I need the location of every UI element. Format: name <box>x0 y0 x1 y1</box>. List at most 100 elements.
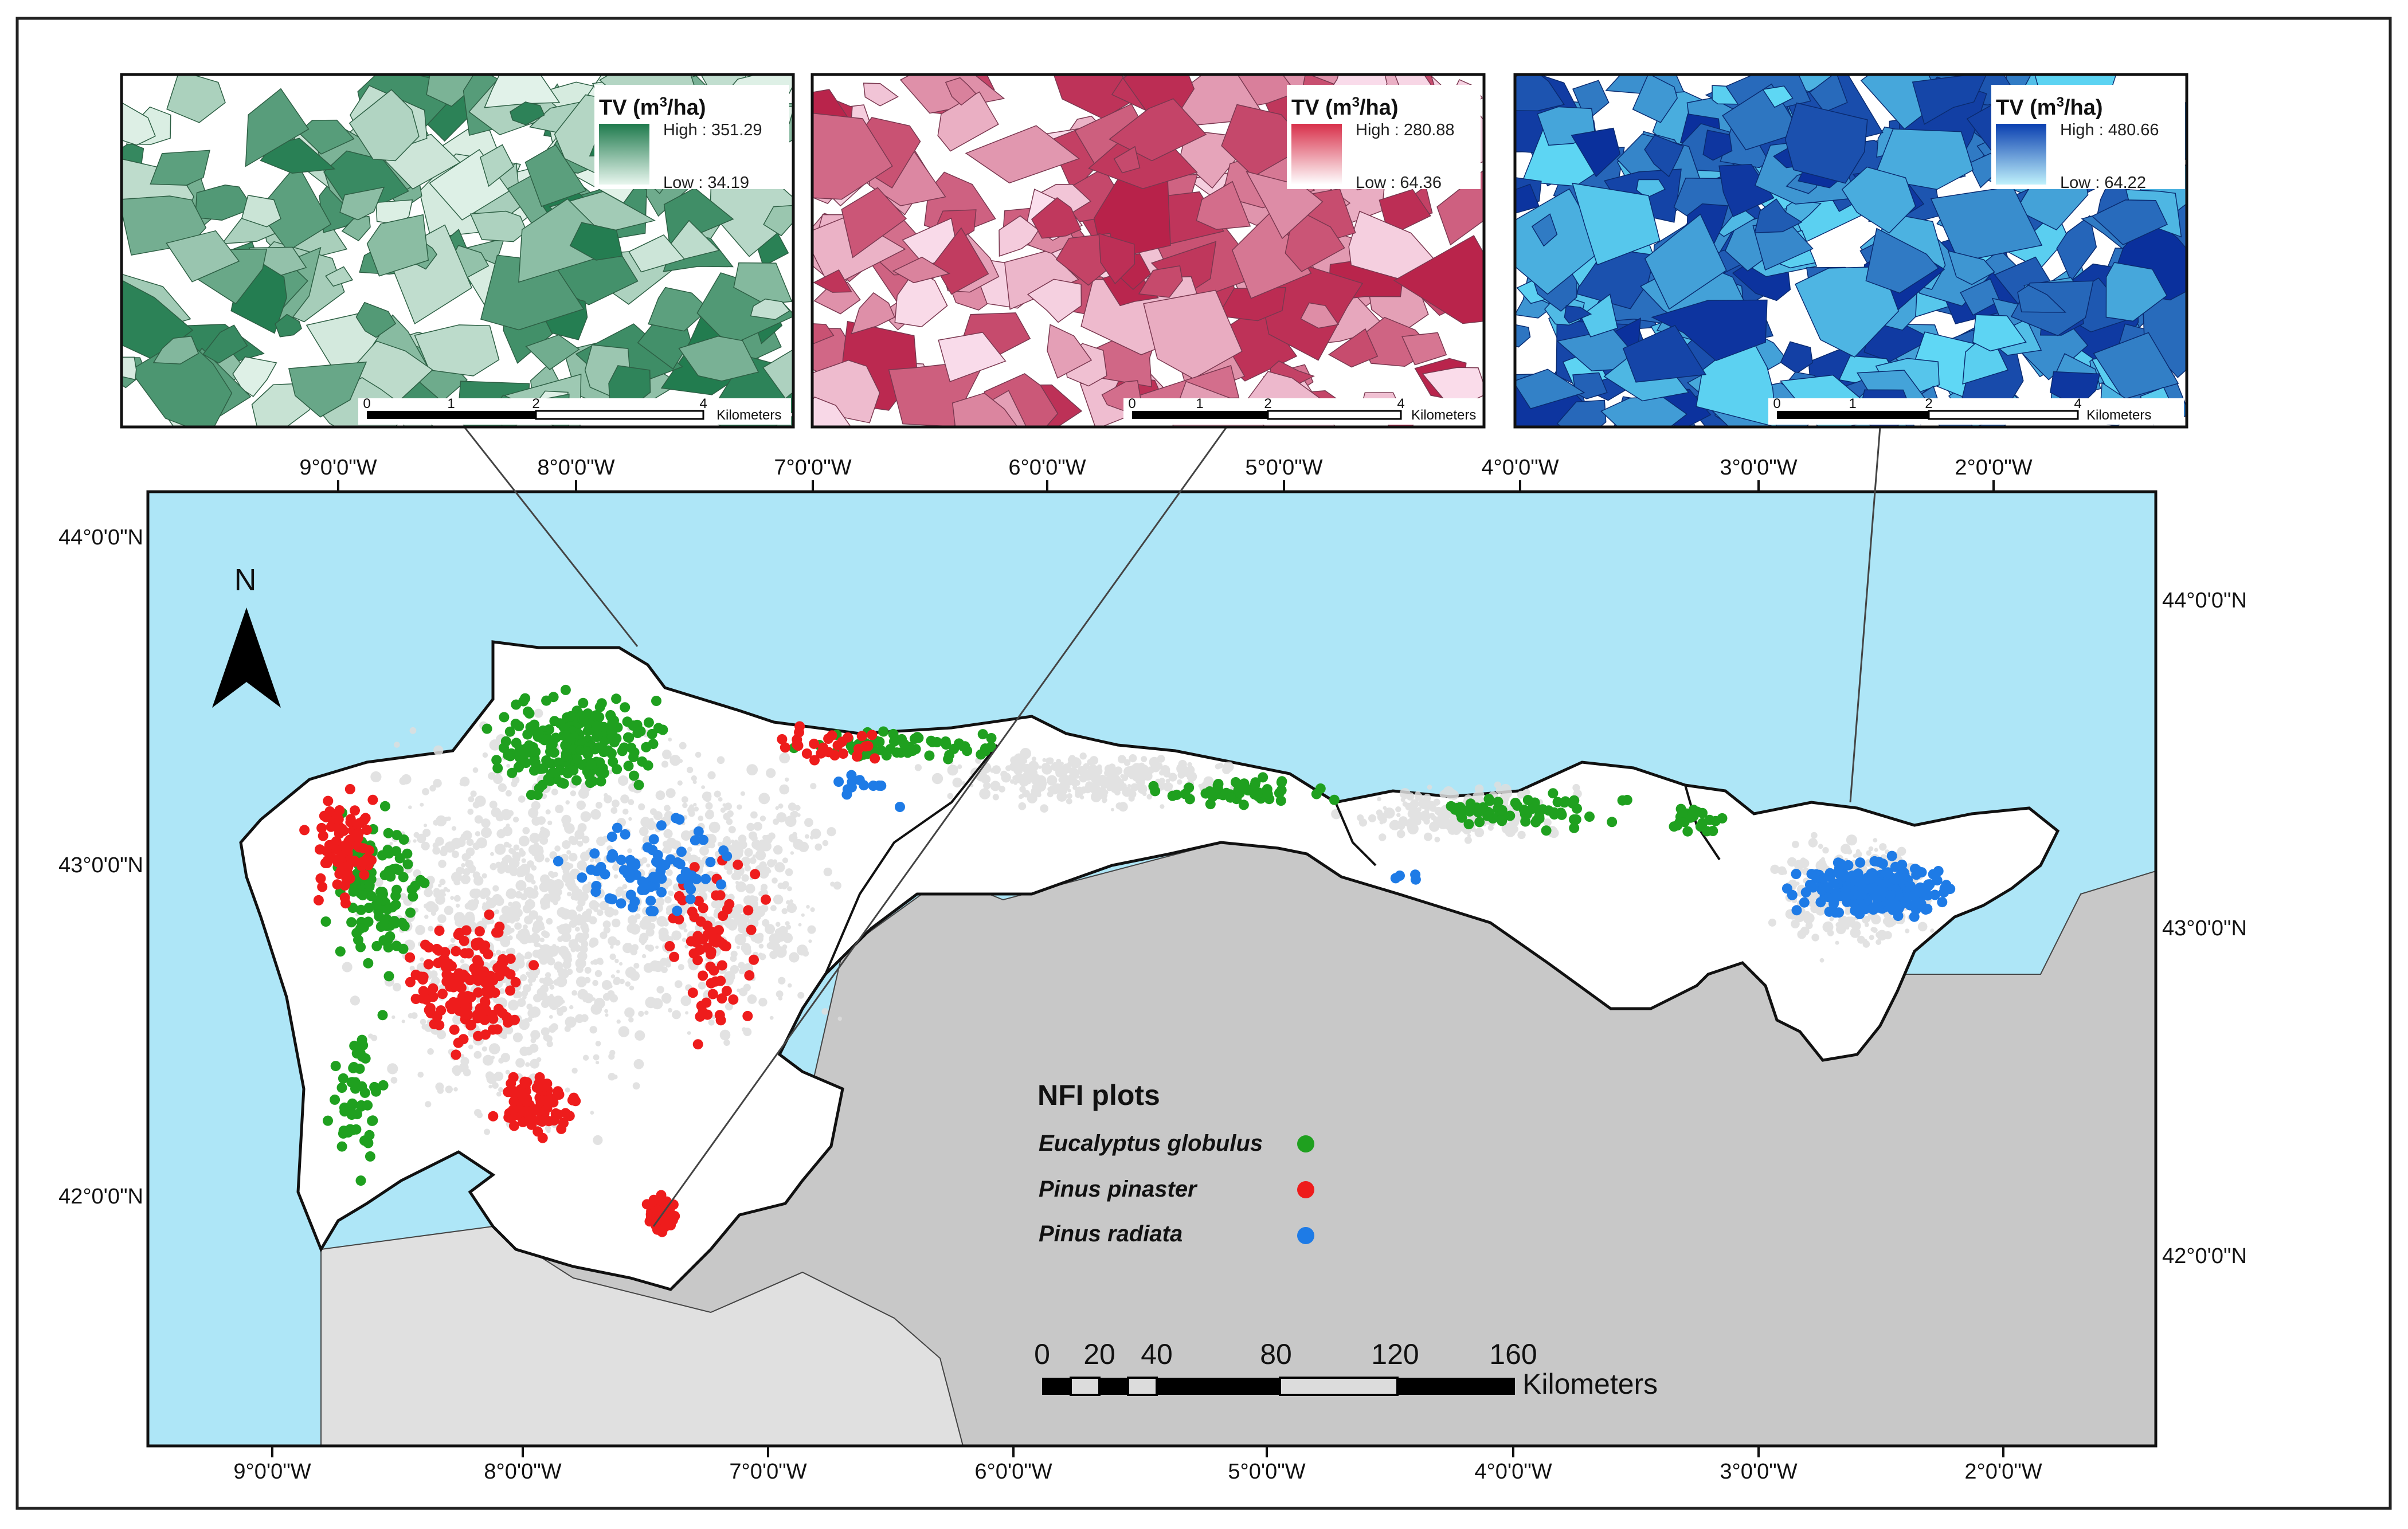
nfi-plot-radiata <box>622 868 633 879</box>
legend-item-label: Pinus radiata <box>1039 1221 1183 1246</box>
nfi-plot-eucalyptus <box>481 723 492 734</box>
nfi-plot-pinaster <box>474 926 485 937</box>
nfi-plot-eucalyptus <box>383 942 394 953</box>
nfi-plot-pinaster <box>728 994 739 1005</box>
bottom-axis-label: 4°0'0"W <box>1474 1460 1552 1484</box>
nfi-plot-pinaster <box>556 1123 567 1134</box>
nfi-plot-eucalyptus <box>541 755 552 766</box>
nfi-plot-eucalyptus <box>1205 799 1216 810</box>
nfi-plot-eucalyptus <box>398 834 409 845</box>
left-axis: 44°0'0"N 43°0'0"N 42°0'0"N <box>58 526 143 1209</box>
nfi-plot-radiata <box>833 777 844 787</box>
nfi-plot-pinaster <box>664 1218 675 1229</box>
nfi-plot-radiata <box>1834 907 1844 918</box>
nfi-plot-radiata <box>841 789 852 800</box>
nfi-plot-radiata <box>1939 887 1949 897</box>
nfi-plot-pinaster <box>344 784 355 794</box>
nfi-plot-eucalyptus <box>931 737 942 747</box>
nfi-plot-eucalyptus <box>591 720 602 731</box>
nfi-plot-pinaster <box>354 842 365 853</box>
inset-scale-unit: Kilometers <box>716 407 781 423</box>
nfi-plot-eucalyptus <box>612 764 622 775</box>
nfi-plot-pinaster <box>535 1096 546 1107</box>
nfi-plot-eucalyptus <box>362 1100 373 1111</box>
nfi-plot-eucalyptus <box>399 920 410 931</box>
nfi-plot-pinaster <box>553 1109 563 1120</box>
nfi-plot-eucalyptus <box>378 1080 389 1091</box>
nfi-plot-pinaster <box>445 999 456 1010</box>
legend-swatch-eucalyptus <box>1297 1135 1314 1152</box>
nfi-plot-eucalyptus <box>582 726 593 736</box>
nfi-plot-eucalyptus <box>1518 804 1529 815</box>
nfi-plot-eucalyptus <box>320 916 331 927</box>
nfi-plot-eucalyptus <box>385 871 396 882</box>
nfi-plot-eucalyptus <box>1497 805 1508 816</box>
nfi-plot-pinaster <box>332 879 343 890</box>
nfi-plot-eucalyptus <box>651 696 661 706</box>
leader-line-radiata <box>1849 426 1881 803</box>
nfi-plot-pinaster <box>816 748 827 759</box>
nfi-plot-eucalyptus <box>1541 825 1552 836</box>
nfi-plot-eucalyptus <box>383 848 394 859</box>
nfi-plot-eucalyptus <box>623 760 634 771</box>
nfi-plot-pinaster <box>487 1024 498 1035</box>
scale-bar-segment <box>1042 1378 1071 1395</box>
nfi-plot-eucalyptus <box>1497 816 1508 826</box>
nfi-plot-eucalyptus <box>565 711 576 722</box>
nfi-plot-eucalyptus <box>346 917 357 928</box>
nfi-plot-pinaster <box>418 971 429 982</box>
nfi-plot-eucalyptus <box>354 1063 365 1074</box>
nfi-plot-eucalyptus <box>510 719 521 730</box>
nfi-plot-radiata <box>718 845 729 856</box>
nfi-plot-pinaster <box>428 983 438 994</box>
nfi-plot-eucalyptus <box>1607 817 1618 828</box>
nfi-plot-eucalyptus <box>609 715 619 726</box>
nfi-plot-radiata <box>656 820 667 831</box>
nfi-plot-pinaster <box>749 954 759 965</box>
nfi-plot-eucalyptus <box>555 718 566 729</box>
nfi-plot-pinaster <box>428 991 438 1002</box>
scale-bar-tick: 0 <box>1034 1338 1050 1370</box>
inset-scale-unit: Kilometers <box>1411 407 1476 423</box>
nfi-plot-eucalyptus <box>492 763 503 774</box>
nfi-plot-radiata <box>1855 904 1866 915</box>
nfi-plot-eucalyptus <box>520 748 531 759</box>
nfi-plot-pinaster <box>473 987 484 998</box>
nfi-plot-pinaster <box>687 987 698 998</box>
nfi-plot-eucalyptus <box>924 750 935 761</box>
inset-scale-unit: Kilometers <box>2086 407 2151 423</box>
nfi-plot-pinaster <box>746 924 757 935</box>
nfi-plot-eucalyptus <box>1148 781 1159 791</box>
nfi-plot-eucalyptus <box>375 887 386 897</box>
nfi-plot-eucalyptus <box>1250 777 1261 788</box>
top-axis-label: 7°0'0"W <box>774 456 851 480</box>
nfi-plot-eucalyptus <box>633 779 644 790</box>
nfi-plot-eucalyptus <box>366 891 377 901</box>
nfi-plot-pinaster <box>315 873 326 884</box>
scale-bar-segment <box>1127 1377 1158 1396</box>
nfi-plot-radiata <box>690 835 700 846</box>
bottom-axis-label: 9°0'0"W <box>233 1460 311 1484</box>
nfi-plot-radiata <box>648 834 659 845</box>
nfi-plot-pinaster <box>543 1116 554 1127</box>
scale-bar-segment <box>1070 1377 1101 1396</box>
inset-scale-tick: 0 <box>363 396 370 411</box>
nfi-plot-radiata <box>1410 869 1421 880</box>
bottom-axis-label: 2°0'0"W <box>1964 1460 2042 1484</box>
left-axis-label: 44°0'0"N <box>58 526 143 550</box>
nfi-plot-eucalyptus <box>358 1040 369 1050</box>
nfi-plot-pinaster <box>669 951 680 962</box>
nfi-plot-pinaster <box>339 892 350 903</box>
nfi-plot-radiata <box>656 873 667 884</box>
nfi-plot-radiata <box>616 854 627 865</box>
nfi-plot-pinaster <box>318 830 328 841</box>
scale-bar: 0 20 40 80 120 160 Kilometers <box>1034 1338 1658 1400</box>
nfi-plot-pinaster <box>322 855 333 866</box>
nfi-plot-pinaster <box>870 753 880 764</box>
nfi-plot-radiata <box>577 872 588 883</box>
portugal-area <box>320 1225 964 1446</box>
nfi-plot-eucalyptus <box>355 904 366 915</box>
nfi-plot-radiata <box>590 887 601 897</box>
nfi-plot-eucalyptus <box>402 859 413 870</box>
inset-color-ramp <box>1996 124 2046 185</box>
